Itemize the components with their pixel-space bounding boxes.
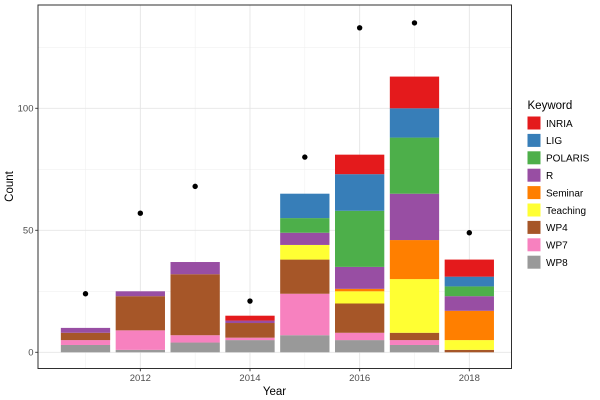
bar-segment-2017-WP7 — [389, 340, 440, 345]
bar-segment-2011-R — [60, 327, 111, 333]
bar-segment-2017-R — [389, 193, 440, 241]
bar-segment-2018-Teaching — [444, 340, 494, 350]
y-axis-title: Count — [4, 170, 16, 201]
bar-segment-2011-WP8 — [60, 344, 111, 353]
legend-key-Teaching — [527, 203, 541, 217]
bar-segment-2017-WP8 — [389, 344, 440, 353]
data-point-2017 — [411, 20, 418, 26]
bar-segment-2013-R — [170, 262, 220, 275]
y-tick-label: 0 — [28, 348, 33, 359]
legend-label-POLARIS: POLARIS — [546, 154, 590, 165]
bar-segment-2015-WP4 — [280, 259, 330, 294]
legend-key-INRIA — [527, 116, 541, 130]
bar-segment-2012-WP4 — [115, 296, 165, 331]
bar-segment-2017-Seminar — [389, 240, 440, 280]
data-point-2014 — [247, 298, 253, 304]
bar-segment-2016-Seminar — [335, 288, 385, 292]
bar-segment-2011-WP4 — [60, 332, 111, 341]
bar-segment-2016-WP7 — [335, 332, 385, 341]
legend-key-R — [527, 168, 541, 182]
bar-segment-2018-LIG — [444, 276, 494, 287]
bar-segment-2018-POLARIS — [444, 286, 494, 297]
legend-label-LIG: LIG — [546, 136, 562, 147]
panel-border — [37, 4, 512, 369]
x-axis-title: Year — [263, 386, 286, 398]
legend-key-WP4 — [527, 220, 541, 234]
chart-root: 0 50 100 2012 2014 2016 2018 INRIA LIG POLARIS R Se… — [18, 4, 590, 384]
bar-segment-2017-Teaching — [389, 279, 440, 333]
bar-segment-2013-WP7 — [170, 335, 220, 343]
data-point-2012 — [137, 210, 144, 216]
bar-segment-2015-WP7 — [280, 293, 330, 336]
legend-key-LIG — [527, 133, 541, 147]
bar-segment-2013-WP8 — [170, 342, 220, 353]
bar-segment-2016-WP4 — [335, 303, 385, 333]
bar-segment-2016-INRIA — [335, 154, 385, 175]
x-tick-label: 2018 — [459, 373, 480, 384]
bar-segment-2014-WP7 — [225, 337, 275, 341]
bar-segment-2018-INRIA — [444, 259, 494, 277]
legend-key-POLARIS — [527, 151, 541, 165]
bar-segment-2015-R — [280, 232, 330, 245]
data-point-2011 — [82, 291, 89, 297]
bar-segment-2015-LIG — [280, 193, 330, 219]
legend-label-WP4: WP4 — [546, 223, 568, 234]
x-tick-label: 2012 — [130, 373, 151, 384]
legend-title: Keyword — [528, 100, 573, 112]
bar-segment-2017-LIG — [389, 108, 440, 138]
bar-segment-2012-R — [115, 291, 165, 297]
bar-segment-2014-R — [225, 320, 275, 324]
bar-segment-2015-POLARIS — [280, 218, 330, 233]
bar-segment-2016-LIG — [335, 174, 385, 211]
bar-segment-2015-WP8 — [280, 335, 330, 353]
bar-segment-2014-WP4 — [225, 323, 275, 338]
bar-segment-2013-WP4 — [170, 274, 220, 336]
x-tick-label: 2016 — [349, 373, 370, 384]
y-tick-label: 100 — [18, 104, 34, 115]
bar-segment-2012-WP7 — [115, 330, 165, 350]
bar-segment-2012-WP8 — [115, 349, 165, 353]
bar-segment-2018-WP4 — [444, 349, 494, 353]
bar-segment-2011-WP7 — [60, 340, 111, 345]
legend-label-INRIA: INRIA — [546, 119, 573, 130]
bar-segment-2015-Teaching — [280, 244, 330, 260]
data-point-2016 — [356, 25, 363, 31]
bar-segment-2017-WP4 — [389, 332, 440, 341]
x-tick-label: 2014 — [239, 373, 260, 384]
bar-segment-2016-POLARIS — [335, 210, 385, 267]
bar-segment-2018-R — [444, 296, 494, 311]
data-point-2013 — [192, 183, 198, 190]
legend-label-R: R — [546, 171, 553, 182]
data-point-2018 — [466, 230, 473, 236]
bar-segment-2017-INRIA — [389, 76, 440, 109]
bar-segment-2016-Teaching — [335, 291, 385, 304]
bar-segment-2016-WP8 — [335, 340, 385, 353]
data-point-2015 — [302, 154, 308, 160]
legend-label-WP7: WP7 — [546, 241, 568, 252]
legend-label-WP8: WP8 — [546, 258, 568, 269]
bar-segment-2014-WP8 — [225, 340, 275, 353]
bar-segment-2016-R — [335, 266, 385, 289]
legend-key-Seminar — [527, 186, 541, 200]
bar-segment-2017-POLARIS — [389, 137, 440, 194]
legend-label-Teaching: Teaching — [546, 206, 586, 217]
panel-background — [38, 5, 512, 369]
y-tick-label: 50 — [23, 226, 34, 237]
bar-segment-2014-INRIA — [225, 315, 275, 321]
legend-key-WP8 — [527, 255, 541, 269]
bar-segment-2018-Seminar — [444, 310, 494, 341]
legend-label-Seminar: Seminar — [546, 188, 584, 199]
legend-key-WP7 — [527, 238, 541, 252]
